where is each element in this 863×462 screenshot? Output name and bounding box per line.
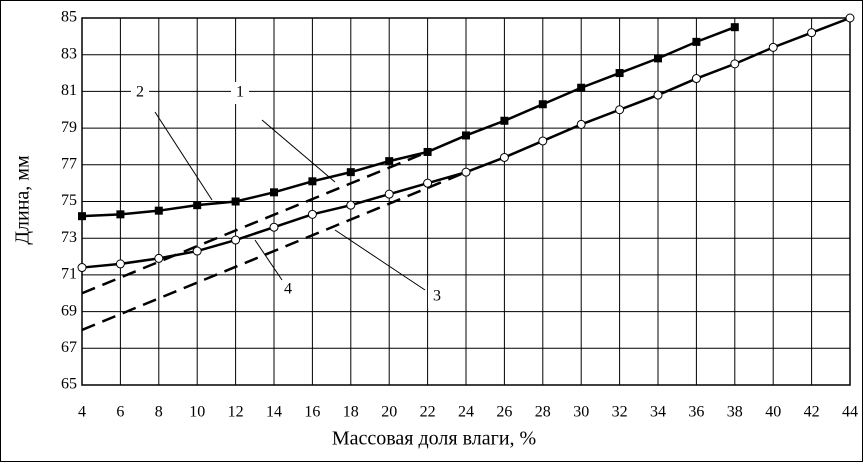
marker <box>461 167 471 177</box>
marker <box>730 23 739 32</box>
series-line <box>81 150 429 295</box>
series-line <box>81 170 467 332</box>
y-tick-label: 73 <box>61 229 77 246</box>
marker <box>346 200 356 210</box>
x-tick-label: 36 <box>688 404 704 421</box>
x-tick-label: 6 <box>116 404 124 421</box>
marker <box>270 188 278 197</box>
leader-line <box>334 229 426 291</box>
marker <box>499 152 509 162</box>
y-tick-label: 77 <box>61 155 77 172</box>
series-label: 2 <box>136 84 144 101</box>
marker <box>691 74 701 84</box>
marker <box>423 147 432 156</box>
marker <box>615 69 624 78</box>
y-tick-label: 71 <box>61 266 77 283</box>
marker <box>653 90 663 100</box>
x-tick-label: 34 <box>650 404 666 421</box>
y-tick-label: 65 <box>61 376 77 393</box>
x-tick-label: 32 <box>612 404 628 421</box>
marker <box>807 28 817 38</box>
series-line <box>81 26 736 218</box>
x-tick-label: 18 <box>343 404 359 421</box>
marker <box>768 42 778 52</box>
series-label: 1 <box>236 84 244 101</box>
plot-area <box>81 17 851 386</box>
y-tick-label: 83 <box>61 45 77 62</box>
label-bg <box>131 82 149 104</box>
x-tick-label: 40 <box>765 404 781 421</box>
marker <box>654 54 662 63</box>
marker <box>154 206 163 215</box>
x-tick-label: 26 <box>496 404 512 421</box>
marker <box>384 189 394 199</box>
marker <box>576 119 586 129</box>
x-tick-label: 14 <box>266 404 282 421</box>
label-bg <box>428 286 446 308</box>
marker <box>538 136 548 146</box>
marker <box>116 210 125 219</box>
marker <box>193 201 202 210</box>
marker <box>346 168 355 177</box>
series-label: 3 <box>433 288 441 305</box>
marker <box>307 209 317 219</box>
marker <box>154 253 164 263</box>
x-tick-label: 20 <box>381 404 397 421</box>
x-tick-label: 12 <box>228 404 244 421</box>
x-tick-label: 44 <box>842 404 858 421</box>
marker <box>231 235 241 245</box>
x-tick-label: 10 <box>189 404 205 421</box>
marker <box>692 37 701 46</box>
x-tick-label: 16 <box>304 404 320 421</box>
marker <box>423 178 433 188</box>
marker <box>500 116 509 125</box>
y-tick-label: 81 <box>61 82 77 99</box>
label-bg <box>231 82 249 104</box>
marker <box>385 157 394 166</box>
y-tick-label: 67 <box>61 339 77 356</box>
x-tick-label: 4 <box>78 404 86 421</box>
label-bg <box>279 279 297 301</box>
marker <box>845 13 855 23</box>
x-tick-label: 22 <box>420 404 436 421</box>
x-tick-label: 28 <box>535 404 551 421</box>
x-tick-label: 30 <box>573 404 589 421</box>
y-tick-label: 85 <box>61 9 77 26</box>
marker <box>577 83 586 92</box>
marker <box>462 131 470 140</box>
y-tick-label: 79 <box>61 119 77 136</box>
y-axis-label: Длина, мм <box>12 155 34 245</box>
leader-line <box>254 239 283 281</box>
x-axis-label: Массовая доля влаги, % <box>332 428 536 450</box>
marker <box>538 100 547 109</box>
marker <box>615 105 625 115</box>
leader-line <box>154 111 213 201</box>
marker <box>269 222 279 232</box>
marker <box>308 177 317 186</box>
x-tick-label: 42 <box>804 404 820 421</box>
marker <box>78 212 86 221</box>
series-label: 4 <box>284 281 292 298</box>
marker <box>77 263 87 273</box>
leader-line <box>261 119 336 183</box>
marker <box>231 197 240 206</box>
x-tick-label: 38 <box>727 404 743 421</box>
marker <box>115 259 125 269</box>
y-tick-label: 75 <box>61 192 77 209</box>
marker <box>730 59 740 69</box>
marker <box>192 246 202 256</box>
x-tick-label: 8 <box>155 404 163 421</box>
x-tick-label: 24 <box>458 404 474 421</box>
y-tick-label: 69 <box>61 302 77 319</box>
